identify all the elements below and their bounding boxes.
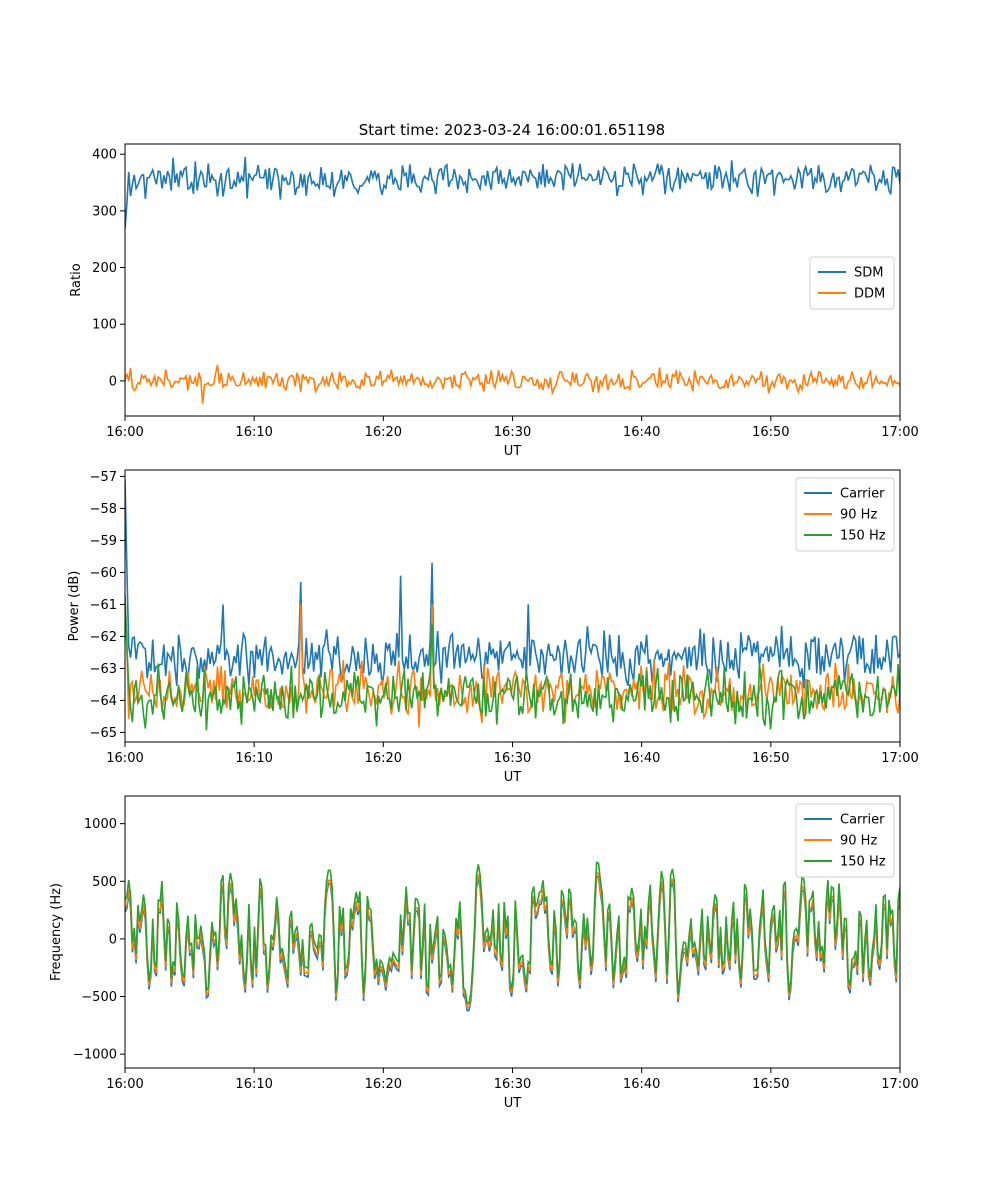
series-group [125,479,900,731]
legend-label: 150 Hz [840,529,886,544]
x-tick-label: 17:00 [881,751,918,766]
legend: SDM DDM [809,256,895,310]
panels: 16:00 16:10 16:20 16:30 16:40 16:50 17:00 400 30… [49,143,919,1111]
x-tick-label: 16:00 [106,751,143,766]
x-axis-label: UT [504,444,522,459]
legend-label: 90 Hz [840,834,877,849]
x-tick-label: 16:50 [752,1077,789,1092]
legend-label: SDM [854,266,883,281]
x-tick-label: 16:50 [752,751,789,766]
y-tick-label: −59 [90,534,117,549]
x-tick-label: 16:30 [494,1077,531,1092]
y-tick-label: 0 [109,932,117,947]
y-tick-label: 1000 [84,817,117,832]
x-tick-label: 16:10 [235,1077,272,1092]
x-tick-label: 16:40 [623,1077,660,1092]
legend-label: 150 Hz [840,855,886,870]
legend-label: DDM [854,287,885,302]
panel-1: 16:00 16:10 16:20 16:30 16:40 16:50 17:00 400 30… [69,143,919,459]
x-tick-label: 16:00 [106,425,143,440]
x-tick-label: 16:10 [235,425,272,440]
y-tick-label: 0 [109,374,117,389]
x-tick-label: 16:40 [623,751,660,766]
y-tick-label: 400 [92,148,117,163]
y-axis-label: Power (dB) [67,571,82,642]
series-line-150-hz [125,594,900,731]
y-tick-label: −60 [90,566,117,581]
y-tick-label: 500 [92,875,117,890]
x-tick-label: 16:10 [235,751,272,766]
legend-label: Carrier [840,813,885,828]
series-line-sdm [125,156,900,230]
x-tick-label: 16:00 [106,1077,143,1092]
x-tick-label: 16:20 [365,1077,402,1092]
y-tick-label: −57 [90,470,117,485]
x-tick-label: 16:20 [365,425,402,440]
series-line-150-hz [125,861,900,1005]
legend-box [795,477,895,552]
y-tick-label: −1000 [73,1048,117,1063]
y-tick-label: −63 [90,662,117,677]
series-line-ddm [125,364,900,404]
legend-label: 90 Hz [840,508,877,523]
y-tick-label: −64 [90,694,117,709]
series-group [125,156,900,404]
x-tick-label: 16:40 [623,425,660,440]
x-tick-label: 16:20 [365,751,402,766]
x-tick-label: 16:30 [494,425,531,440]
x-axis-label: UT [504,770,522,785]
legend-label: Carrier [840,487,885,502]
y-tick-label: 200 [92,261,117,276]
figure-title: Start time: 2023-03-24 16:00:01.651198 [359,121,665,139]
x-tick-label: 17:00 [881,425,918,440]
series-group [125,861,900,1012]
y-tick-label: −58 [90,502,117,517]
legend: Carrier 90 Hz 150 Hz [795,477,895,552]
series-line-90-hz [125,597,900,728]
legend-box [809,256,895,310]
y-axis-label: Frequency (Hz) [49,883,64,981]
legend-box [795,803,895,878]
y-tick-label: 100 [92,318,117,333]
series-line-carrier [125,479,900,689]
panel-2: 16:00 16:10 16:20 16:30 16:40 16:50 17:00 −57 −5… [67,469,919,785]
x-axis-label: UT [504,1096,522,1111]
x-tick-label: 17:00 [881,1077,918,1092]
legend: Carrier 90 Hz 150 Hz [795,803,895,878]
x-tick-label: 16:50 [752,425,789,440]
panel-3: 16:00 16:10 16:20 16:30 16:40 16:50 17:00 1000 5… [49,795,919,1111]
y-tick-label: −61 [90,598,117,613]
y-tick-label: −62 [90,630,117,645]
y-tick-label: −65 [90,726,117,741]
y-tick-label: 300 [92,204,117,219]
x-tick-label: 16:30 [494,751,531,766]
y-tick-label: −500 [81,990,117,1005]
y-axis-label: Ratio [69,263,84,296]
